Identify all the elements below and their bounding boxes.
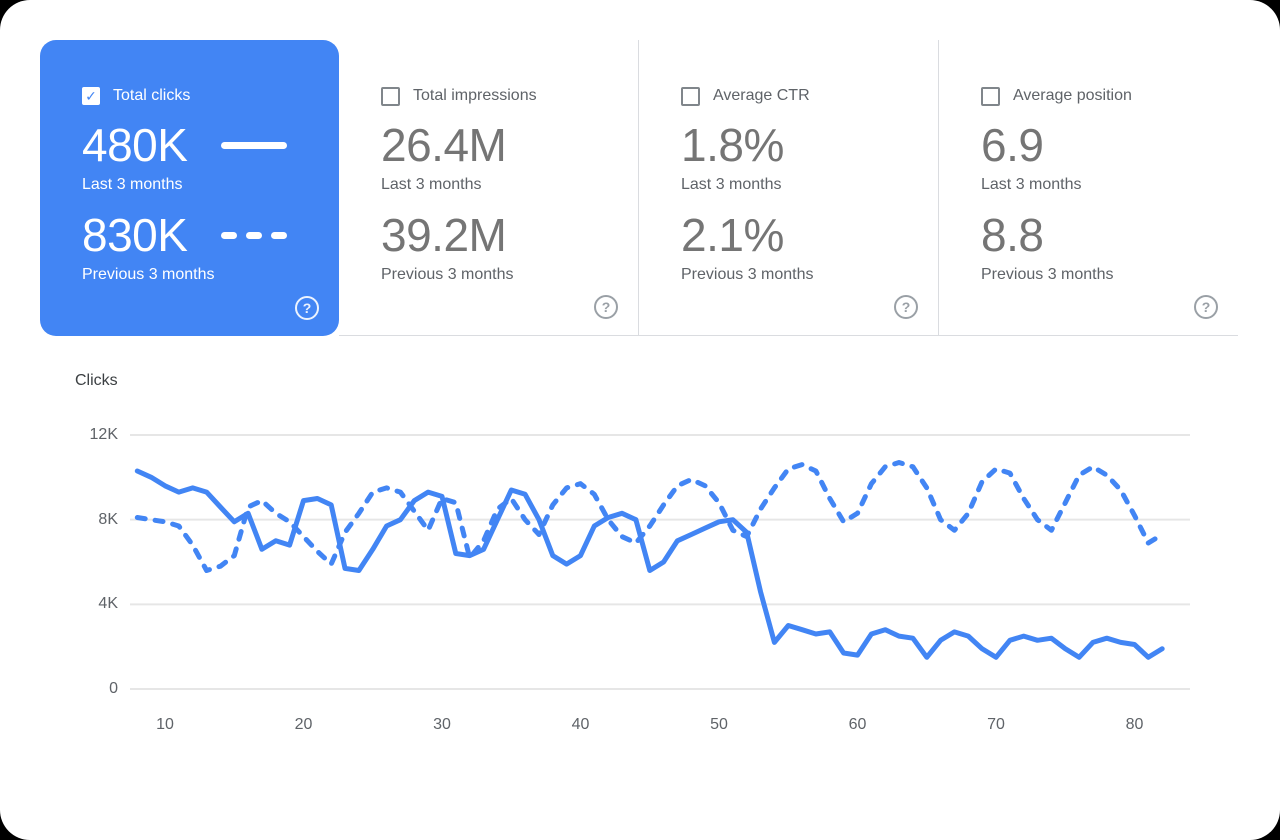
- metric-label: Average position: [1013, 87, 1132, 104]
- metric-value-row: 8.8: [981, 209, 1238, 261]
- metric-value-current: 1.8%: [681, 119, 784, 171]
- x-tick-label: 70: [987, 716, 1005, 733]
- metric-card-average-position[interactable]: Average position 6.9 Last 3 months 8.8 P…: [938, 40, 1238, 336]
- dashed-line-legend-icon: [221, 231, 288, 239]
- metric-value-previous: 39.2M: [381, 209, 507, 261]
- metric-caption-previous: Previous 3 months: [981, 266, 1114, 283]
- metric-card-average-ctr[interactable]: Average CTR 1.8% Last 3 months 2.1% Prev…: [638, 40, 938, 336]
- metric-value-row: 830K: [82, 209, 339, 261]
- clicks-line-solid: [134, 468, 1165, 660]
- clicks-line-dashed: [134, 460, 1165, 573]
- x-tick-label: 20: [294, 716, 313, 733]
- x-tick-label: 40: [571, 716, 590, 733]
- metric-caption-previous: Previous 3 months: [681, 266, 814, 283]
- metric-value-previous: 8.8: [981, 209, 1044, 261]
- checkbox-unchecked-icon[interactable]: [681, 86, 700, 106]
- metric-label: Average CTR: [713, 87, 810, 104]
- metric-caption-current: Last 3 months: [381, 176, 482, 193]
- x-tick-label: 50: [710, 716, 728, 733]
- y-tick-label: 12K: [89, 426, 118, 443]
- help-icon[interactable]: ?: [1194, 295, 1218, 319]
- x-tick-label: 60: [848, 716, 867, 733]
- y-tick-label: 0: [109, 680, 118, 697]
- metric-caption-current: Last 3 months: [82, 176, 183, 193]
- y-tick-label: 8K: [98, 510, 118, 528]
- metric-label: Total impressions: [413, 87, 537, 104]
- help-icon[interactable]: ?: [594, 295, 618, 319]
- checkbox-unchecked-icon[interactable]: [981, 86, 1000, 106]
- metric-caption-previous: Previous 3 months: [82, 266, 215, 283]
- metric-value-current: 26.4M: [381, 119, 507, 171]
- solid-line-legend-icon: [221, 141, 288, 149]
- metric-value-current: 480K: [82, 119, 188, 171]
- y-tick-label: 4K: [98, 595, 118, 613]
- x-tick-label: 10: [156, 716, 174, 733]
- metric-value-current: 6.9: [981, 119, 1044, 171]
- metric-card-header: Total impressions: [381, 86, 638, 106]
- help-icon[interactable]: ?: [894, 295, 918, 319]
- metric-card-header: ✓ Total clicks: [82, 86, 339, 106]
- metric-value-row: 2.1%: [681, 209, 938, 261]
- metric-label: Total clicks: [113, 87, 191, 104]
- metric-card-total-impressions[interactable]: Total impressions 26.4M Last 3 months 39…: [339, 40, 638, 336]
- metric-caption-previous: Previous 3 months: [381, 266, 514, 283]
- metric-value-previous: 2.1%: [681, 209, 784, 261]
- metric-value-row: 39.2M: [381, 209, 638, 261]
- chart-axis-title: Clicks: [75, 372, 118, 389]
- checkbox-unchecked-icon[interactable]: [381, 86, 400, 106]
- metric-value-row: 6.9: [981, 119, 1238, 171]
- metric-value-row: 480K: [82, 119, 339, 171]
- help-icon[interactable]: ?: [295, 296, 319, 320]
- metric-value-row: 1.8%: [681, 119, 938, 171]
- metric-caption-current: Last 3 months: [681, 176, 782, 193]
- x-tick-label: 30: [433, 716, 451, 733]
- metric-card-total-clicks[interactable]: ✓ Total clicks 480K Last 3 months 830K P…: [40, 40, 339, 336]
- metric-value-previous: 830K: [82, 209, 188, 261]
- metric-cards-row: ✓ Total clicks 480K Last 3 months 830K P…: [40, 40, 1238, 336]
- metric-card-header: Average position: [981, 86, 1238, 106]
- metric-value-row: 26.4M: [381, 119, 638, 171]
- checkbox-checked-icon[interactable]: ✓: [82, 87, 100, 105]
- x-tick-label: 80: [1125, 716, 1144, 733]
- metric-caption-current: Last 3 months: [981, 176, 1082, 193]
- metric-card-header: Average CTR: [681, 86, 938, 106]
